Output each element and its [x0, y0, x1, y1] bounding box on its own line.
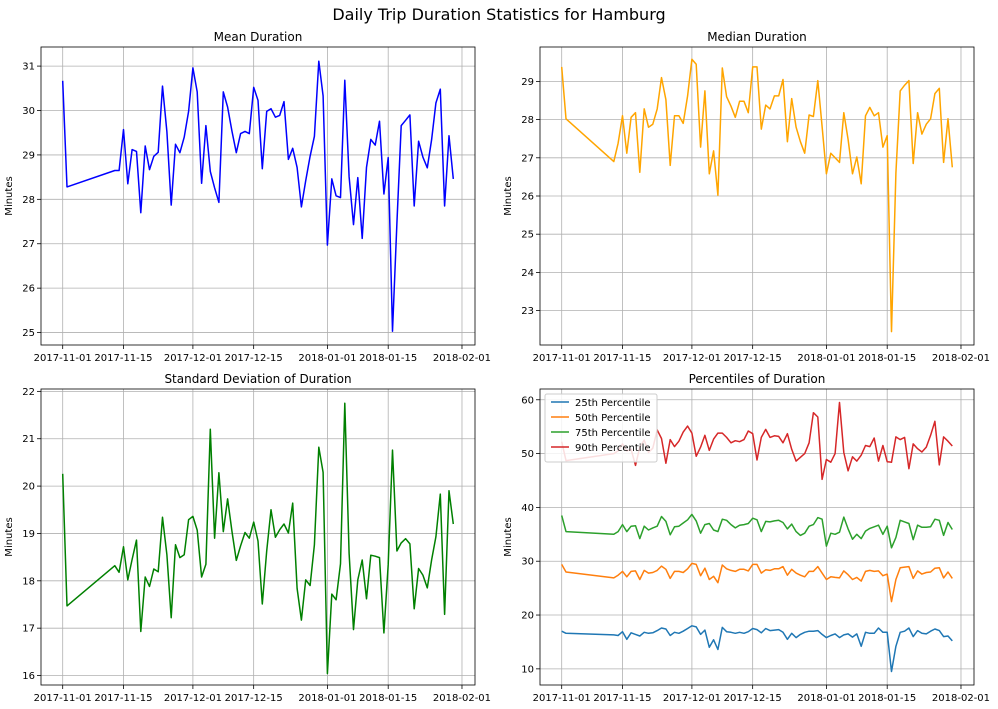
y-tick-label: 19: [22, 529, 35, 540]
series-line-50th-percentile: [561, 562, 953, 603]
x-tick-label: 2017-12-15: [724, 353, 782, 364]
x-tick-label: 2018-01-15: [858, 353, 916, 364]
y-tick-label: 60: [521, 395, 534, 406]
x-tick-label: 2017-12-15: [225, 353, 283, 364]
axes-frame: [40, 46, 476, 346]
y-tick-label: 26: [521, 192, 534, 203]
y-tick-label: 29: [22, 150, 35, 161]
x-tick-label: 2018-01-01: [797, 693, 855, 704]
subplot-4: 2017-11-01 2017-11-15 2017-12-01 2017-12-15…: [503, 372, 990, 704]
y-tick-label: 29: [521, 77, 534, 88]
y-tick-label: 20: [521, 611, 534, 622]
y-tick-label: 30: [22, 106, 35, 117]
axes-frame: [539, 388, 975, 686]
legend-label: 75th Percentile: [575, 428, 651, 439]
subplot-3: 2017-11-01 2017-11-15 2017-12-01 2017-12-15…: [4, 372, 491, 704]
x-tick-label: 2018-02-01: [433, 693, 491, 704]
x-tick-label: 2017-12-15: [724, 693, 782, 704]
x-tick-label: 2018-02-01: [433, 353, 491, 364]
x-tick-label: 2017-12-15: [225, 693, 283, 704]
y-tick-label: 17: [22, 624, 35, 635]
subplot-title: Standard Deviation of Duration: [164, 372, 351, 386]
x-tick-label: 2018-01-15: [858, 693, 916, 704]
subplot-title: Percentiles of Duration: [689, 372, 826, 386]
y-tick-label: 50: [521, 449, 534, 460]
x-tick-label: 2018-02-01: [932, 693, 990, 704]
x-tick-label: 2017-11-15: [593, 353, 651, 364]
y-tick-label: 27: [521, 153, 534, 164]
y-tick-label: 23: [521, 306, 534, 317]
y-tick-label: 21: [22, 434, 35, 445]
y-axis-label: Minutes: [4, 517, 15, 556]
series-line-1: [61, 402, 455, 675]
subplot-title: Mean Duration: [214, 30, 303, 44]
y-tick-label: 28: [22, 195, 35, 206]
series-line-25th-percentile: [561, 625, 953, 673]
x-tick-label: 2018-02-01: [932, 353, 990, 364]
x-tick-label: 2017-12-01: [164, 693, 222, 704]
x-tick-label: 2017-12-01: [663, 353, 721, 364]
legend-box: [544, 393, 658, 463]
x-tick-label: 2017-11-15: [94, 693, 152, 704]
subplot-1: 2017-11-01 2017-11-15 2017-12-01 2017-12-15…: [4, 30, 491, 364]
y-axis-label: Minutes: [4, 176, 15, 215]
y-tick-label: 28: [521, 115, 534, 126]
y-axis-label: Minutes: [503, 517, 514, 556]
x-tick-label: 2017-11-01: [34, 693, 92, 704]
legend-label: 90th Percentile: [575, 443, 651, 454]
x-tick-label: 2018-01-01: [298, 693, 356, 704]
x-tick-label: 2018-01-15: [359, 693, 417, 704]
y-tick-label: 25: [521, 230, 534, 241]
y-tick-label: 20: [22, 482, 35, 493]
y-axis-label: Minutes: [503, 176, 514, 215]
axes-frame: [40, 388, 476, 686]
y-tick-label: 10: [521, 664, 534, 675]
series-line-1: [560, 58, 954, 333]
x-tick-label: 2018-01-15: [359, 353, 417, 364]
series-line-90th-percentile: [560, 401, 953, 481]
series-line-75th-percentile: [560, 513, 953, 549]
y-tick-label: 16: [22, 671, 35, 682]
y-tick-label: 30: [521, 557, 534, 568]
y-tick-label: 31: [22, 62, 35, 73]
y-tick-label: 40: [521, 503, 534, 514]
x-tick-label: 2017-11-15: [593, 693, 651, 704]
legend-label: 25th Percentile: [575, 398, 651, 409]
y-tick-label: 18: [22, 576, 35, 587]
subplot-title: Median Duration: [707, 30, 807, 44]
figure-title: Daily Trip Duration Statistics for Hambu…: [332, 5, 665, 24]
legend-label: 50th Percentile: [575, 413, 651, 424]
x-tick-label: 2018-01-01: [797, 353, 855, 364]
x-tick-label: 2017-11-01: [34, 353, 92, 364]
x-tick-label: 2017-11-01: [533, 353, 591, 364]
y-tick-label: 27: [22, 239, 35, 250]
x-tick-label: 2017-11-01: [533, 693, 591, 704]
x-tick-label: 2017-12-01: [663, 693, 721, 704]
x-tick-label: 2017-11-15: [94, 353, 152, 364]
y-tick-label: 26: [22, 284, 35, 295]
x-tick-label: 2017-12-01: [164, 353, 222, 364]
series-line-1: [61, 60, 455, 332]
legend: 25th Percentile 50th Percentile 75th Perce…: [544, 393, 658, 463]
subplot-2: 2017-11-01 2017-11-15 2017-12-01 2017-12-15…: [503, 30, 990, 364]
y-tick-label: 25: [22, 328, 35, 339]
y-tick-label: 22: [22, 387, 35, 398]
y-tick-label: 24: [521, 268, 534, 279]
x-tick-label: 2018-01-01: [298, 353, 356, 364]
